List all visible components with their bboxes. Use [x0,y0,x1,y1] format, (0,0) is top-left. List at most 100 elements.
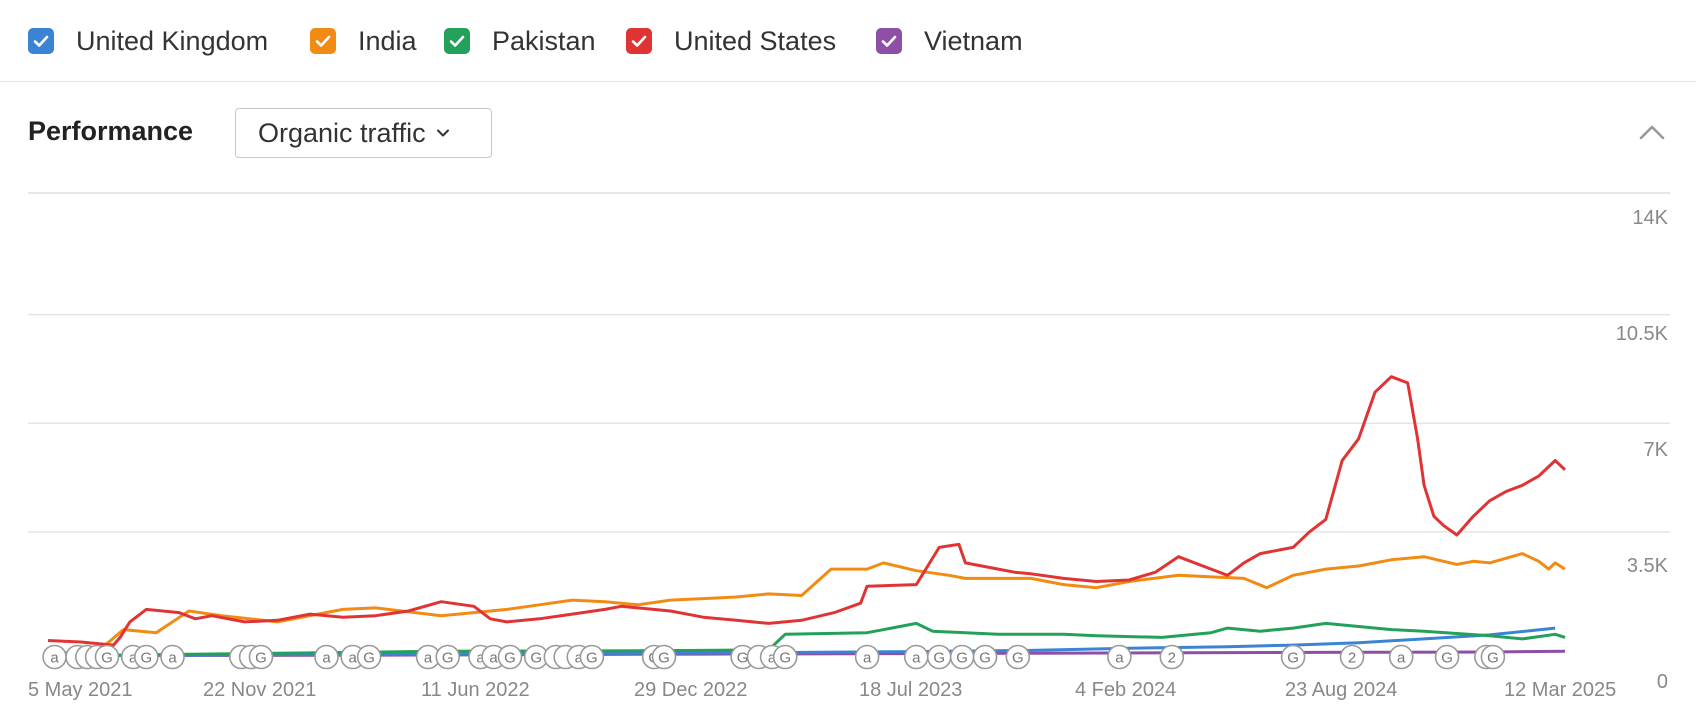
event-marker-label: G [1287,650,1299,667]
series-layer [47,375,1567,658]
event-marker-label: G [140,650,152,667]
event-marker: G [435,644,461,670]
series-line-united-states [47,375,1567,647]
x-tick-label: 23 Aug 2024 [1285,679,1397,701]
legend-label: United Kingdom [76,25,269,56]
y-tick-label: 7K [1644,439,1669,461]
event-marker: G [1480,644,1506,670]
event-marker-label: a [863,650,872,667]
event-marker: G [94,644,120,670]
x-tick-label: 18 Jul 2023 [859,679,962,701]
event-marker: G [523,644,549,670]
event-marker-label: a [1397,650,1406,667]
x-tick-label: 5 May 2021 [28,679,133,701]
dropdown-selected-value: Organic traffic [258,117,426,148]
event-marker: G [1434,644,1460,670]
event-marker-label: a [129,650,138,667]
y-tick-label: 0 [1657,671,1668,693]
checkbox-checked-icon[interactable] [626,28,652,54]
legend-label: United States [674,25,837,56]
event-marker-label: G [255,650,267,667]
event-marker: G [1280,644,1306,670]
checkbox-checked-icon[interactable] [444,28,470,54]
event-marker-label: a [476,650,485,667]
event-marker-label: G [101,650,113,667]
metric-dropdown[interactable]: Organic traffic [235,108,492,158]
event-marker-label: a [349,650,358,667]
event-marker: a [1107,644,1132,670]
event-marker-label: G [363,650,375,667]
legend-item-united-states[interactable]: United States [626,24,836,58]
y-tick-label: 10.5K [1616,323,1669,345]
event-marker: G [651,644,677,670]
y-axis-ticks: 0 3.5K 7K 10.5K 14K [1616,207,1669,693]
event-marker-label: G [979,650,991,667]
event-marker: G [949,644,975,670]
x-tick-label: 22 Nov 2021 [203,679,316,701]
event-marker: G [579,644,605,670]
event-marker: a [903,644,929,670]
event-marker: G [772,644,798,670]
checkbox-checked-icon[interactable] [876,28,902,54]
event-marker-label: a [322,650,331,667]
event-marker-label: G [779,650,791,667]
event-marker: G [972,644,998,670]
annotation-layer: aGaGaGaaGaGaaGGaGGGGaGaaGGGGa2G2aGGG [42,644,1506,670]
event-marker-label: G [530,650,542,667]
y-tick-label: 3.5K [1627,555,1669,577]
series-line-india [47,552,1566,656]
legend-bar: United Kingdom India Pakistan United Sta… [0,0,1696,82]
event-marker-label: a [1115,650,1124,667]
legend-label: India [358,25,417,56]
checkbox-checked-icon[interactable] [28,28,54,54]
event-marker-label: G [586,650,598,667]
event-marker: G [133,644,159,670]
event-marker-label: a [50,650,59,667]
event-marker-label: G [442,650,454,667]
chevron-down-icon [436,129,449,137]
y-tick-label: 14K [1632,207,1668,229]
event-marker-label: G [956,650,968,667]
legend-item-pakistan[interactable]: Pakistan [444,24,596,58]
legend-item-vietnam[interactable]: Vietnam [876,24,1023,58]
event-marker-label: a [168,650,177,667]
legend-item-united-kingdom[interactable]: United Kingdom [28,24,268,58]
event-marker-label: G [1012,650,1024,667]
event-marker-label: G [504,650,516,667]
x-axis-ticks: 5 May 2021 22 Nov 2021 11 Jun 2022 29 Dec 2… [28,679,1616,701]
event-marker: 2 [1159,644,1185,670]
event-marker-label: a [575,650,584,667]
legend-label: Vietnam [924,25,1023,56]
event-marker-label: a [768,650,777,667]
x-tick-label: 29 Dec 2022 [634,679,747,701]
event-marker-label: a [424,650,433,667]
event-marker: G [926,644,952,670]
grid-layer [28,192,1670,533]
event-marker-label: G [1441,650,1453,667]
event-marker: a [42,644,67,670]
event-marker: 2 [1339,644,1365,670]
event-marker-label: 2 [1348,650,1356,667]
event-marker: G [356,644,382,670]
x-tick-label: 4 Feb 2024 [1075,679,1176,701]
event-marker: a [854,644,880,670]
event-marker-label: G [1487,650,1499,667]
legend-label: Pakistan [492,25,596,56]
legend-item-india[interactable]: India [310,24,417,58]
x-tick-label: 12 Mar 2025 [1504,679,1616,701]
event-marker: a [1388,644,1414,670]
event-marker: G [1005,644,1031,670]
event-marker-label: G [658,650,670,667]
event-marker-label: a [489,650,498,667]
event-marker: G [248,644,274,670]
event-marker-label: 2 [1168,650,1176,667]
checkbox-checked-icon[interactable] [310,28,336,54]
performance-title: Performance [28,116,194,146]
event-marker: a [160,644,185,670]
x-tick-label: 11 Jun 2022 [421,679,530,701]
event-marker: a [314,644,339,670]
chevron-up-icon[interactable] [1637,118,1667,148]
event-marker-label: G [933,650,945,667]
event-marker-label: G [737,650,749,667]
